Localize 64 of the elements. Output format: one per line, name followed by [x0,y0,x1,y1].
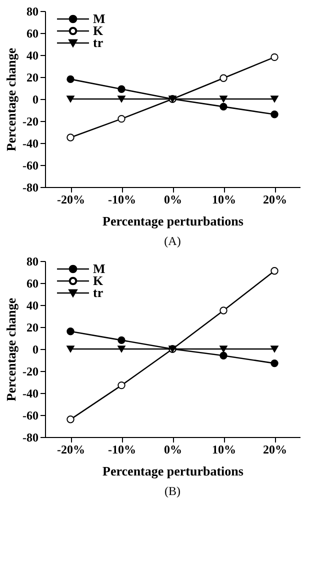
y-tick-label: 40 [26,48,38,62]
y-tick-label: 20 [26,70,38,84]
point [220,74,228,82]
point [66,134,74,142]
point [66,328,74,336]
point [270,53,278,62]
point [118,96,126,102]
text: (A) [164,234,181,248]
y-tick-label: 0 [32,92,38,106]
point [270,96,278,102]
legend-label: tr [93,35,104,50]
y-tick-label: -80 [22,430,38,444]
legend-label: M [93,261,106,276]
legend-label: tr [93,285,104,300]
y-tick-label: 80 [26,4,38,18]
point [118,114,126,123]
x-tick-label: 10% [212,442,236,456]
y-tick-label: 40 [26,298,38,312]
point [118,346,126,352]
x-tick-label: -20% [57,192,85,206]
point [66,96,74,102]
x-tick-label: -20% [57,442,85,456]
point [66,416,74,424]
y-axis-title: Percentage change [4,48,19,152]
y-axis-title: Percentage change [4,298,19,402]
x-tick-label: 20% [263,442,287,456]
y-tick-label: 20 [26,320,38,334]
x-axis-title: Percentage perturbations [102,214,244,228]
point [118,336,126,344]
x-tick-label: 0% [164,192,182,206]
y-tick-label: -40 [22,386,38,400]
legend-label: K [93,23,104,38]
point [270,110,278,118]
point [118,85,126,93]
point [220,352,228,360]
x-axis-title: Percentage perturbations [102,464,244,478]
legend-label: M [93,11,106,26]
y-tick-label: -20 [22,364,38,378]
point [66,346,74,352]
point [220,102,228,111]
y-tick-label: 80 [26,254,38,268]
point [220,346,228,352]
x-tick-label: 10% [212,192,236,206]
point [220,96,228,102]
point [66,75,74,84]
x-tick-label: -10% [108,192,136,206]
point [270,359,278,368]
y-tick-label: -60 [22,158,38,172]
y-tick-label: -80 [22,180,38,194]
y-tick-label: -60 [22,408,38,422]
y-tick-label: 60 [26,26,38,40]
text: (B) [164,484,180,498]
point [270,267,278,275]
y-tick-label: -40 [22,136,38,150]
y-tick-label: 60 [26,276,38,290]
point [118,381,126,390]
y-tick-label: 0 [32,342,38,356]
point [270,346,278,352]
point [220,306,228,314]
y-tick-label: -20 [22,114,38,128]
legend-label: K [93,273,104,288]
x-tick-label: 0% [164,442,182,456]
x-tick-label: -10% [108,442,136,456]
x-tick-label: 20% [263,192,287,206]
